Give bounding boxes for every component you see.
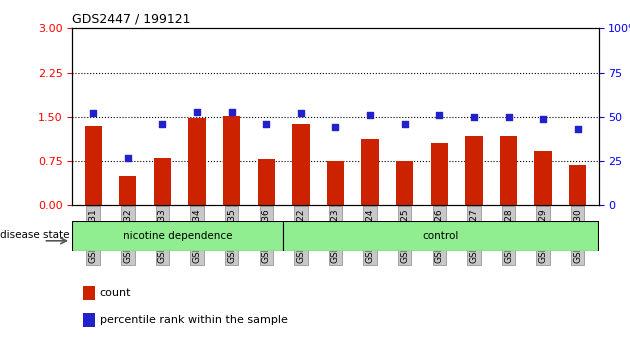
Bar bbox=[119, 176, 137, 205]
Bar bbox=[362, 139, 379, 205]
Bar bbox=[569, 165, 587, 205]
Text: GDS2447 / 199121: GDS2447 / 199121 bbox=[72, 13, 191, 26]
Point bbox=[227, 109, 237, 114]
Bar bbox=[396, 161, 413, 205]
Bar bbox=[283, 221, 598, 251]
Bar bbox=[258, 159, 275, 205]
Point bbox=[88, 110, 98, 116]
Point bbox=[399, 121, 410, 127]
Point bbox=[365, 112, 375, 118]
Bar bbox=[327, 161, 344, 205]
Point bbox=[158, 121, 168, 127]
Bar bbox=[188, 118, 205, 205]
Text: control: control bbox=[423, 231, 459, 241]
Text: count: count bbox=[100, 288, 131, 298]
Point bbox=[434, 112, 444, 118]
Bar bbox=[466, 136, 483, 205]
Bar bbox=[154, 158, 171, 205]
Point bbox=[296, 110, 306, 116]
Text: percentile rank within the sample: percentile rank within the sample bbox=[100, 315, 288, 325]
Point bbox=[330, 125, 340, 130]
Point bbox=[123, 155, 133, 160]
Bar bbox=[292, 124, 309, 205]
Bar bbox=[223, 116, 240, 205]
Point bbox=[192, 109, 202, 114]
Bar bbox=[500, 136, 517, 205]
Text: nicotine dependence: nicotine dependence bbox=[123, 231, 232, 241]
Bar bbox=[534, 151, 552, 205]
Point bbox=[538, 116, 548, 121]
Point bbox=[573, 126, 583, 132]
Text: disease state: disease state bbox=[0, 230, 69, 240]
Point bbox=[469, 114, 479, 120]
Bar bbox=[83, 286, 94, 300]
Point bbox=[503, 114, 513, 120]
Point bbox=[261, 121, 272, 127]
Bar bbox=[84, 126, 102, 205]
Bar bbox=[431, 143, 448, 205]
Bar bbox=[83, 313, 94, 327]
Bar bbox=[72, 221, 283, 251]
